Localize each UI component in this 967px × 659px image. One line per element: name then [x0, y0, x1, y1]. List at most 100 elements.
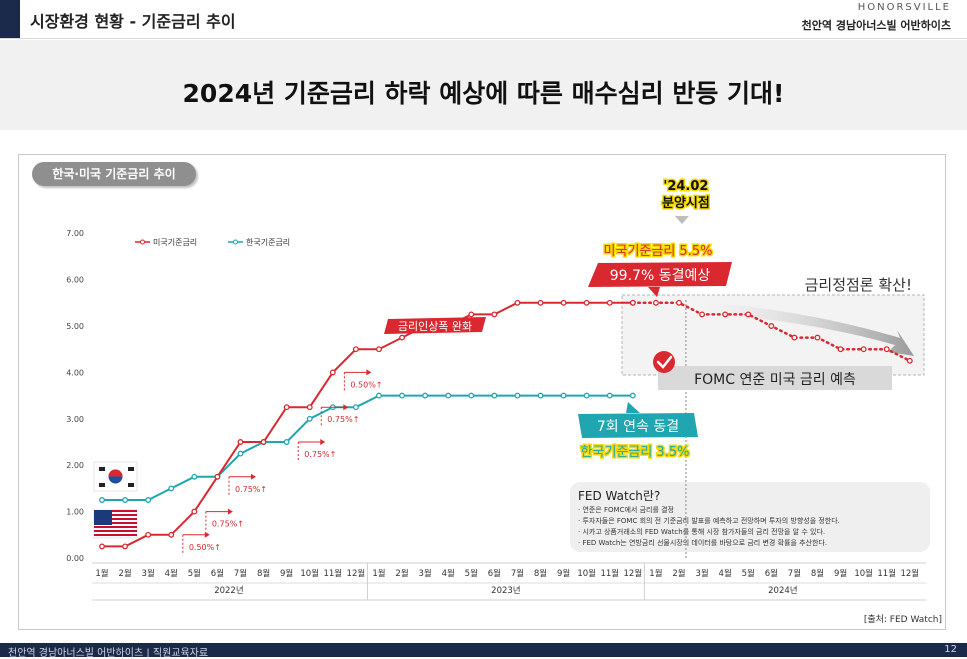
korea-flag-trigram	[99, 467, 105, 471]
data-point	[860, 346, 867, 353]
data-point	[352, 346, 359, 353]
x-tick-label: 5월	[742, 568, 755, 579]
data-point	[191, 508, 198, 515]
brand-logo: HONORSVILLE	[857, 2, 951, 13]
x-tick-label: 7월	[511, 568, 524, 579]
year-label: 2022년	[214, 585, 243, 596]
x-tick-label: 10월	[854, 568, 873, 579]
x-tick-label: 7월	[234, 568, 247, 579]
data-point	[145, 497, 152, 503]
brand-block: HONORSVILLE 천안역 경남아너스빌 어반하이츠	[802, 2, 951, 33]
fed-watch-line: · 투자자들은 FOMC 회의 전 기준금리 발표를 예측하고 전망하며 투자의…	[578, 517, 840, 525]
series-line	[102, 394, 633, 501]
y-tick-label: 1.00	[66, 508, 84, 517]
data-point	[722, 311, 729, 318]
us-freeze-banner	[588, 262, 732, 287]
x-tick-label: 2월	[672, 568, 685, 579]
fomc-label: FOMC 연준 미국 금리 예측	[694, 372, 856, 388]
fed-watch-line: · 연준은 FOMC에서 금리를 결정	[578, 506, 674, 514]
data-point	[491, 311, 498, 318]
x-tick-label: 12월	[347, 568, 366, 579]
data-point	[352, 404, 359, 411]
korea-flag-trigram	[128, 483, 134, 487]
hike-label: 0.75%↑	[304, 450, 336, 459]
legend-us-label: 미국기준금리	[153, 238, 197, 247]
us-flag-canton	[94, 510, 112, 525]
rate-chart: 0.00 1.00 2.00 3.00 4.00 5.00 6.00 7.00 1월 2월 3월 4월…	[66, 178, 942, 626]
data-point	[814, 334, 821, 341]
data-point	[99, 497, 105, 503]
legend-kr-marker	[233, 239, 238, 245]
x-tick-label: 9월	[834, 568, 847, 579]
data-point	[629, 299, 636, 306]
trend-arrow	[680, 300, 914, 356]
page-headline: 2024년 기준금리 하락 예상에 따른 매수심리 반등 기대!	[182, 79, 785, 108]
data-point	[629, 392, 636, 399]
x-tick-label: 5월	[465, 568, 478, 579]
sales-date-label: '24.02	[663, 179, 708, 194]
y-tick-label: 7.00	[66, 229, 84, 238]
x-tick-label: 1월	[95, 568, 108, 579]
y-tick-label: 6.00	[66, 276, 84, 285]
data-point	[260, 439, 267, 445]
us-flag-stripe	[94, 518, 137, 520]
footer-text: 천안역 경남아너스빌 어반하이츠 | 직원교육자료	[8, 648, 209, 659]
data-point	[606, 299, 613, 306]
data-point	[399, 392, 405, 399]
kr-freeze-label: 7회 연속 동결	[597, 419, 679, 435]
year-label: 2024년	[768, 585, 797, 596]
data-point	[583, 299, 590, 306]
data-point	[168, 485, 175, 492]
data-point	[329, 369, 336, 376]
x-tick-label: 12월	[900, 568, 919, 579]
us-flag-icon	[93, 509, 138, 539]
fed-watch-title: FED Watch란?	[578, 489, 661, 503]
x-tick-label: 9월	[280, 568, 293, 579]
series-line	[102, 301, 633, 548]
data-point	[422, 392, 429, 399]
data-point	[514, 392, 521, 399]
slowdown-callout	[384, 317, 486, 334]
x-tick-label: 8월	[534, 568, 547, 579]
x-tick-label: 3월	[695, 568, 708, 579]
x-tick-label: 4월	[165, 568, 178, 579]
data-point	[237, 450, 244, 457]
korea-flag-yang	[108, 469, 123, 477]
data-point	[537, 299, 544, 306]
legend-us-marker	[140, 239, 145, 245]
kr-rate-label: 한국기준금리 3.5%	[581, 445, 690, 460]
x-tick-label: 8월	[257, 568, 270, 579]
us-rate-label: 미국기준금리 5.5%	[604, 244, 713, 259]
x-tick-label: 6월	[211, 568, 224, 579]
data-point	[168, 531, 175, 538]
data-point	[99, 543, 105, 550]
source-label: [출처: FED Watch]	[864, 613, 942, 625]
x-tick-label: 6월	[765, 568, 778, 579]
top-bar-accent	[0, 0, 20, 38]
data-point	[906, 357, 913, 364]
data-point	[537, 392, 544, 399]
us-flag-stripe	[94, 514, 137, 516]
fed-watch-line: · 시카고 상품거래소의 FED Watch를 통해 시장 참가자들의 금리 전…	[578, 528, 826, 536]
sales-date-pointer	[675, 216, 689, 224]
hike-label: 0.75%↑	[235, 485, 267, 494]
data-point	[376, 392, 382, 399]
x-tick-label: 1월	[649, 568, 662, 579]
y-tick-label: 2.00	[66, 461, 84, 470]
hike-arrow-head	[227, 508, 233, 515]
data-point	[699, 311, 706, 318]
hike-label: 0.75%↑	[327, 415, 359, 424]
hike-label: 0.50%↑	[350, 380, 382, 389]
hike-arrow-head	[204, 531, 210, 538]
data-point	[122, 497, 129, 503]
data-point	[652, 299, 659, 306]
hike-arrow-head	[366, 369, 372, 376]
data-point	[214, 473, 221, 480]
data-point	[306, 415, 313, 422]
x-tick-label: 4월	[442, 568, 455, 579]
us-freeze-pointer	[648, 287, 660, 297]
panel-title: 한국·미국 기준금리 추이	[32, 162, 196, 186]
fomc-box	[658, 366, 892, 390]
x-tick-label: 9월	[557, 568, 570, 579]
data-point	[306, 404, 313, 411]
